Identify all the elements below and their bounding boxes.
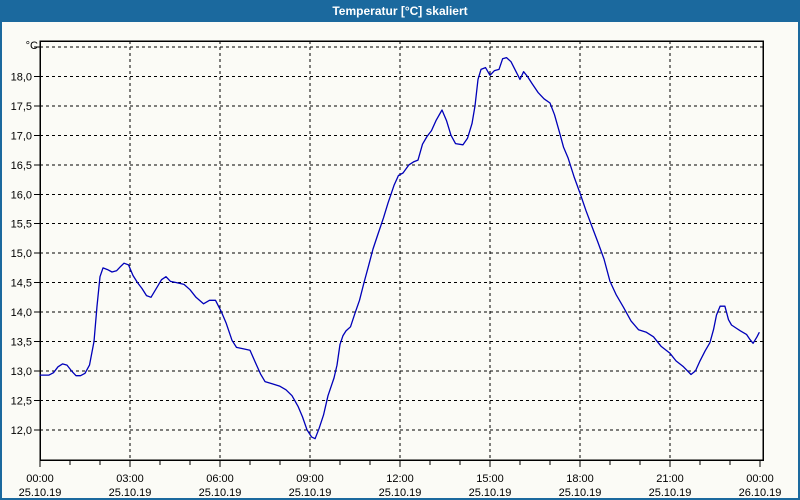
temperature-curve: [39, 56, 760, 440]
x-axis-date-label: 25.10.19: [199, 487, 242, 498]
y-axis-label: 16,0: [11, 189, 32, 201]
y-axis-unit-label: °C: [25, 40, 38, 52]
x-axis-date-label: 25.10.19: [559, 487, 602, 498]
x-axis-date-label: 26.10.19: [739, 487, 782, 498]
y-axis-label: 17,5: [11, 101, 32, 113]
plot-border: [39, 40, 764, 461]
x-axis-time-label: 00:00: [26, 473, 54, 485]
x-axis-date-label: 25.10.19: [19, 487, 62, 498]
x-axis-date-label: 25.10.19: [649, 487, 692, 498]
y-axis-label: 15,5: [11, 219, 32, 231]
x-axis-time-label: 03:00: [116, 473, 144, 485]
y-axis-label: 14,0: [11, 307, 32, 319]
x-axis-time-label: 12:00: [386, 473, 414, 485]
y-axis-label: 15,0: [11, 248, 32, 260]
x-axis-date-label: 25.10.19: [289, 487, 332, 498]
y-axis-label: 13,0: [11, 366, 32, 378]
x-axis-time-label: 06:00: [206, 473, 234, 485]
x-axis-time-label: 21:00: [656, 473, 684, 485]
y-axis-label: 12,5: [11, 395, 32, 407]
x-axis-date-label: 25.10.19: [469, 487, 512, 498]
x-axis-date-label: 25.10.19: [379, 487, 422, 498]
y-axis-label: 16,5: [11, 160, 32, 172]
x-axis-date-label: 25.10.19: [109, 487, 152, 498]
x-axis-time-label: 09:00: [296, 473, 324, 485]
window-title: Temperatur [°C] skaliert: [332, 4, 468, 18]
window-titlebar: Temperatur [°C] skaliert: [0, 0, 800, 22]
x-axis-time-label: 00:00: [746, 473, 774, 485]
y-axis-label: 13,5: [11, 337, 32, 349]
temperature-chart: 12,0 12,5 13,0 13,5 14,0 14,5 15,0 15,5 16,0 16,5…: [11, 40, 782, 498]
x-axis-time-label: 18:00: [566, 473, 594, 485]
y-axis-label: 18,0: [11, 71, 32, 83]
chart-area: °C 12,0 12,5 13,0 13,5 14,0 14,5 15,0 15,5 16,0 1…: [0, 22, 800, 500]
x-axis-time-label: 15:00: [476, 473, 504, 485]
y-axis-label: 14,5: [11, 278, 32, 290]
y-axis-label: 17,0: [11, 130, 32, 142]
y-axis-label: 12,0: [11, 425, 32, 437]
